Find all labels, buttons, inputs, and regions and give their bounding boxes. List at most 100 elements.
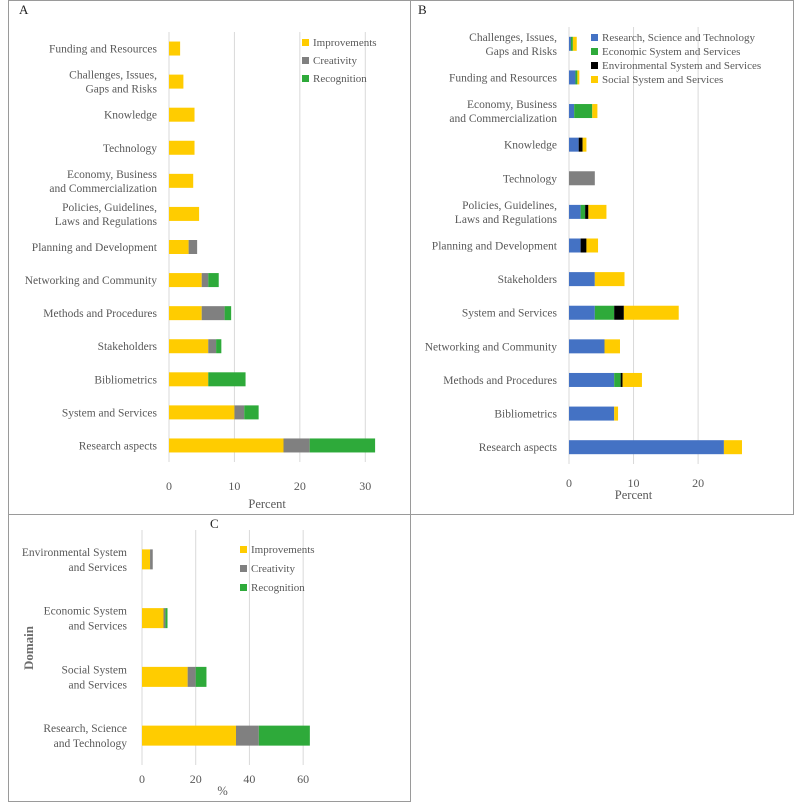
chart-b-tick-label: 10 <box>628 476 640 490</box>
chart-a-category-label: System and Services <box>62 407 158 419</box>
chart-b-category-label: Methods and Procedures <box>443 375 557 387</box>
chart-a-bar-recognition <box>309 438 376 453</box>
chart-c-tick-label: 40 <box>243 772 255 786</box>
chart-c-bar-recognition <box>258 725 310 746</box>
chart-b-category-label: Technology <box>503 173 557 185</box>
chart-b-bar-economic-system-and-services <box>580 204 586 219</box>
chart-b-bar-research-science-and-technology <box>569 36 571 51</box>
chart-a-bar-creativity <box>188 240 198 254</box>
chart-b-bar-economic-system-and-services <box>594 305 615 320</box>
chart-c-category-label: Economic System and Services <box>44 606 128 633</box>
chart-a-legend-swatch <box>302 57 309 64</box>
panel-a-letter: A <box>19 2 29 17</box>
chart-c-category-label: Research, Science and Technology <box>43 723 127 750</box>
chart-c-bar-creativity <box>187 666 196 687</box>
chart-a-category-label: Economy, Business and Commercialization <box>49 169 157 195</box>
chart-b-category-label: System and Services <box>462 308 558 320</box>
chart-b-bar-social-system-and-services <box>594 272 625 287</box>
chart-a-tick-label: 20 <box>294 479 306 493</box>
chart-b-legend-swatch <box>591 48 598 55</box>
chart-b-bar-social-system-and-services <box>582 137 587 152</box>
chart-a-category-label: Challenges, Issues, Gaps and Risks <box>69 70 157 96</box>
chart-b-bar-808080 <box>569 171 595 186</box>
chart-c-bar-recognition <box>195 666 207 687</box>
chart-a-category-label: Planning and Development <box>32 242 158 254</box>
chart-b-bar-environmental-system-and-services <box>614 305 624 320</box>
chart-b-category-label: Stakeholders <box>498 274 558 286</box>
chart-b-bar-research-science-and-technology <box>569 238 581 253</box>
chart-a-category-label: Technology <box>103 143 157 155</box>
chart-b-bar-social-system-and-services <box>586 238 599 253</box>
chart-b-bar-social-system-and-services <box>572 36 577 51</box>
chart-c-tick-label: 0 <box>139 772 145 786</box>
chart-b-category-label: Funding and Resources <box>449 72 557 84</box>
chart-b-bar-social-system-and-services <box>604 339 620 354</box>
chart-a-legend-label: Creativity <box>313 55 357 67</box>
chart-b-category-label: Planning and Development <box>432 241 558 253</box>
chart-b-category-label: Bibliometrics <box>494 409 557 421</box>
chart-a-tick-label: 10 <box>228 479 240 493</box>
chart-b-legend-swatch <box>591 34 598 41</box>
chart-a-bar-creativity <box>201 306 225 321</box>
chart-b-category-label: Economy, Business and Commercialization <box>449 99 557 125</box>
chart-a-bar-improvements <box>169 41 181 56</box>
chart-c-legend-swatch <box>240 584 247 591</box>
chart-a-bar-recognition <box>216 339 222 354</box>
chart-a-category-label: Research aspects <box>79 440 158 452</box>
chart-c-tick-label: 20 <box>190 772 202 786</box>
chart-b-category-label: Policies, Guidelines, Laws and Regulation… <box>455 200 558 226</box>
chart-c-bar-creativity <box>236 725 259 746</box>
chart-b-category-label: Knowledge <box>504 140 557 152</box>
chart-a-category-label: Policies, Guidelines, Laws and Regulation… <box>55 202 158 228</box>
chart-c-bar-improvements <box>142 608 164 629</box>
chart-c-category-label: Environmental System and Services <box>22 547 128 574</box>
chart-b-bar-research-science-and-technology <box>569 372 615 387</box>
chart-b-bar-environmental-system-and-services <box>578 137 583 152</box>
chart-a-bar-improvements <box>169 74 184 89</box>
chart-b-bar-social-system-and-services <box>622 372 642 387</box>
chart-a-category-label: Networking and Community <box>25 275 157 287</box>
chart-b-legend-label: Environmental System and Services <box>602 60 761 72</box>
chart-b-bar-environmental-system-and-services <box>585 204 589 219</box>
chart-a-legend-label: Improvements <box>313 37 377 49</box>
chart-b-category-label: Networking and Community <box>425 341 557 353</box>
chart-a-category-label: Stakeholders <box>98 341 158 353</box>
chart-a-bar-improvements <box>169 372 209 387</box>
chart-c-bar-improvements <box>142 725 236 746</box>
chart-a-bar-creativity <box>234 405 245 420</box>
chart-a-bar-improvements <box>169 306 202 321</box>
chart-a-bar-improvements <box>169 339 209 354</box>
chart-c-bar-improvements <box>142 549 151 570</box>
chart-a-bar-recognition <box>208 273 219 288</box>
chart-a-legend-swatch <box>302 75 309 82</box>
chart-b-bar-economic-system-and-services <box>574 104 593 119</box>
chart-b-bar-social-system-and-services <box>614 406 619 421</box>
chart-b-bar-research-science-and-technology <box>569 204 581 219</box>
chart-a-bar-recognition <box>208 372 246 387</box>
chart-b-tick-label: 20 <box>692 476 704 490</box>
chart-b-bar-environmental-system-and-services <box>620 372 623 387</box>
chart-b-bar-research-science-and-technology <box>569 339 605 354</box>
chart-b-bar-research-science-and-technology <box>569 137 579 152</box>
chart-c-legend-label: Creativity <box>251 563 295 575</box>
chart-c-legend-swatch <box>240 565 247 572</box>
chart-a-bar-improvements <box>169 140 195 155</box>
chart-a-category-label: Funding and Resources <box>49 44 157 56</box>
chart-a-bar-improvements <box>169 405 235 420</box>
chart-a-bar-improvements <box>169 240 189 254</box>
chart-a-bar-recognition <box>244 405 259 420</box>
chart-c: 0 20 40 60 Environmental System and Services E… <box>21 530 315 798</box>
panel-c-letter: C <box>210 516 219 531</box>
chart-b-legend-label: Economic System and Services <box>602 46 740 58</box>
chart-b-bar-social-system-and-services <box>577 70 580 85</box>
chart-c-tick-label: 60 <box>297 772 309 786</box>
chart-a-bar-improvements <box>169 173 194 188</box>
chart-a: 0 10 20 30 Funding and Resources Challenges, … <box>25 32 377 511</box>
chart-c-bar-creativity <box>163 608 166 629</box>
chart-c-legend-label: Improvements <box>251 544 315 556</box>
chart-b-legend-swatch <box>591 76 598 83</box>
chart-c-legend-swatch <box>240 546 247 553</box>
chart-b-bar-social-system-and-services <box>588 204 607 219</box>
chart-b-bar-research-science-and-technology <box>569 272 595 287</box>
